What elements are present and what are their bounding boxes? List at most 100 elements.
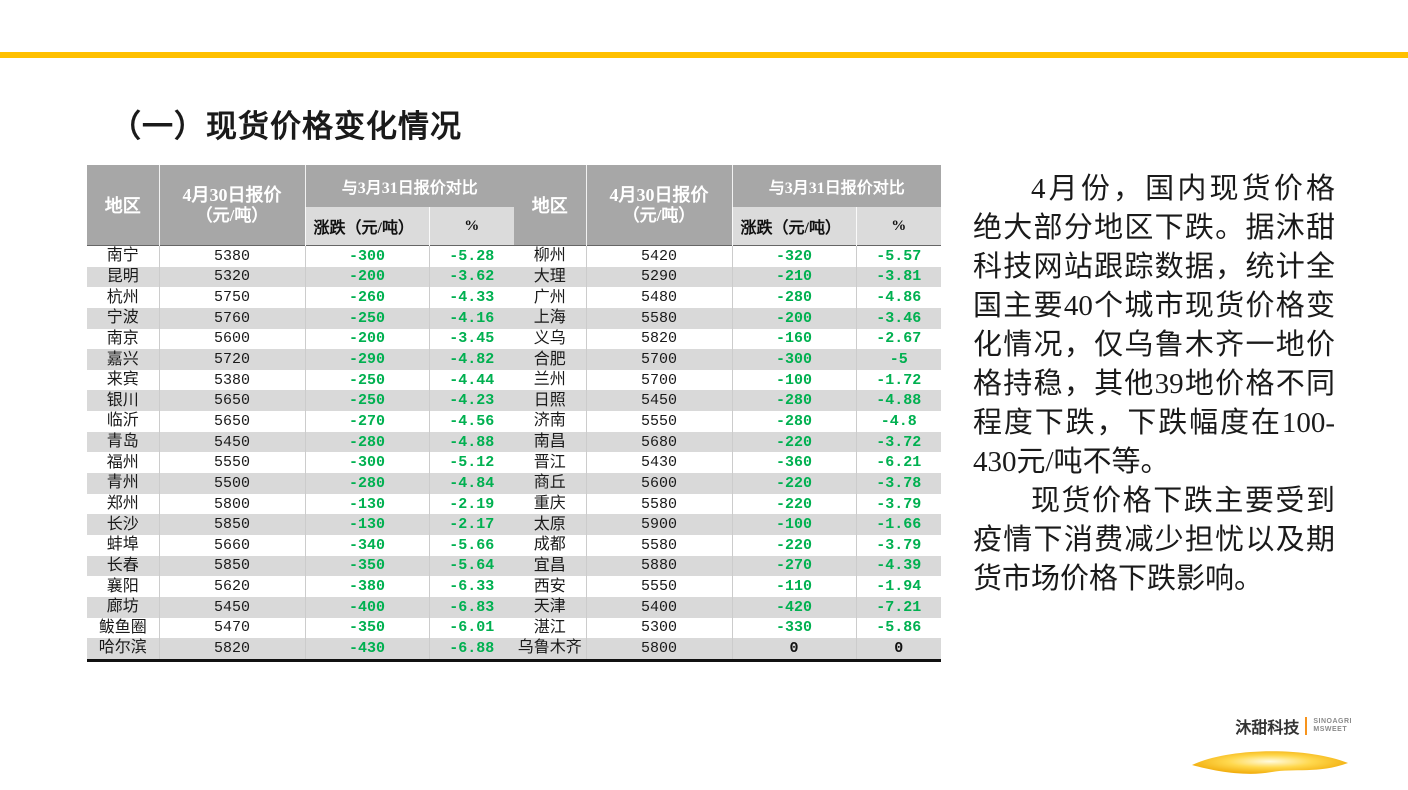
table-row: 蚌埠 5660 -340 -5.66 <box>87 534 514 556</box>
price-cell: 5660 <box>159 534 306 556</box>
commentary-text: 4月份，国内现货价格绝大部分地区下跌。据沐甜科技网站跟踪数据，统计全国主要40个… <box>973 170 1335 599</box>
change-cell: -280 <box>732 390 857 412</box>
city-cell: 长沙 <box>87 514 160 535</box>
header-region: 地区 <box>514 165 587 246</box>
change-cell: -200 <box>305 328 430 350</box>
pct-cell: -4.56 <box>449 412 495 430</box>
pct-cell: -4.33 <box>449 289 495 307</box>
city-cell: 义乌 <box>514 328 587 350</box>
change-cell: -350 <box>305 555 430 577</box>
pct-cell: -3.78 <box>876 474 922 492</box>
price-cell: 5820 <box>159 638 306 659</box>
table-row: 银川 5650 -250 -4.23 <box>87 390 515 412</box>
price-cell: 5400 <box>586 596 733 618</box>
change-cell: -220 <box>732 493 857 515</box>
price-cell: 5820 <box>586 328 733 350</box>
change-cell: -280 <box>732 287 857 308</box>
pct-cell: -4.82 <box>449 351 495 369</box>
change-cell: -420 <box>732 596 857 618</box>
header-compare: 与3月31日报价对比 <box>732 165 942 207</box>
city-cell: 合肥 <box>514 349 587 370</box>
table-row: 福州 5550 -300 -5.12 <box>87 452 514 474</box>
price-cell: 5290 <box>586 266 733 288</box>
table-row: 襄阳 5620 -380 -6.33 <box>87 576 514 597</box>
price-cell: 5380 <box>159 245 306 267</box>
change-cell: -160 <box>732 328 857 350</box>
price-cell: 5700 <box>586 369 733 391</box>
logo-divider <box>1305 717 1308 735</box>
table-row: 长春 5850 -350 -5.64 <box>87 555 515 577</box>
pct-cell: -3.46 <box>876 309 922 327</box>
city-cell: 福州 <box>87 452 160 474</box>
price-cell: 5320 <box>159 266 306 288</box>
price-cell: 5550 <box>159 452 306 474</box>
pct-cell: -1.94 <box>876 578 922 596</box>
pct-cell: -4.44 <box>449 371 495 389</box>
table-row: 南京 5600 -200 -3.45 <box>87 328 514 350</box>
header-change: 涨跌（元/吨） <box>732 207 857 246</box>
pct-cell: -5.64 <box>449 557 495 575</box>
change-cell: -260 <box>305 287 430 308</box>
pct-cell: -3.45 <box>449 330 495 348</box>
logo-en-line2: MSWEET <box>1313 726 1348 733</box>
city-cell: 临沂 <box>87 411 160 432</box>
change-cell: -110 <box>732 576 857 597</box>
pct-cell: -4.86 <box>876 289 922 307</box>
logo-en-line1: SINOAGRI <box>1313 718 1352 725</box>
price-cell: 5760 <box>159 307 306 329</box>
price-cell: 5600 <box>586 473 733 494</box>
city-cell: 郑州 <box>87 493 160 515</box>
price-table-left: 地区 4月30日报价 （元/吨） 与3月31日报价对比 涨跌（元/吨） % 南宁… <box>87 165 515 659</box>
table-row: 嘉兴 5720 -290 -4.82 <box>87 349 515 370</box>
change-cell: -280 <box>732 411 857 432</box>
change-cell: -320 <box>732 245 857 267</box>
pct-cell: -3.72 <box>876 433 922 451</box>
pct-cell: -5.86 <box>876 619 922 637</box>
table-row: 湛江 5300 -330 -5.86 <box>514 617 941 639</box>
city-cell: 乌鲁木齐 <box>514 638 587 659</box>
pct-cell: -3.62 <box>449 268 495 286</box>
header-price-line1: 4月30日报价 <box>609 184 709 205</box>
change-cell: -300 <box>305 245 430 267</box>
price-cell: 5800 <box>159 493 306 515</box>
change-cell: -220 <box>732 431 857 453</box>
city-cell: 南宁 <box>87 245 160 267</box>
change-cell: -280 <box>305 431 430 453</box>
city-cell: 长春 <box>87 555 160 577</box>
header-change: 涨跌（元/吨） <box>305 207 430 246</box>
pct-cell: -1.72 <box>876 371 922 389</box>
city-cell: 青岛 <box>87 431 160 453</box>
city-cell: 西安 <box>514 576 587 597</box>
change-cell: -220 <box>732 534 857 556</box>
table-row: 鲅鱼圈 5470 -350 -6.01 <box>87 617 514 639</box>
table-row: 合肥 5700 -300 -5 <box>514 349 942 370</box>
pct-cell: -5.28 <box>449 247 495 265</box>
pct-cell: -1.66 <box>876 516 922 534</box>
pct-cell: -4.16 <box>449 309 495 327</box>
price-cell: 5450 <box>586 390 733 412</box>
city-cell: 宁波 <box>87 307 160 329</box>
city-cell: 兰州 <box>514 369 587 391</box>
pct-cell: -4.88 <box>876 392 922 410</box>
city-cell: 重庆 <box>514 493 587 515</box>
city-cell: 杭州 <box>87 287 160 308</box>
pct-cell: -5.12 <box>449 454 495 472</box>
change-cell: -220 <box>732 473 857 494</box>
price-cell: 5650 <box>159 390 306 412</box>
header-price-line1: 4月30日报价 <box>182 184 282 205</box>
change-cell: -200 <box>732 307 857 329</box>
header-price-line2: （元/吨） <box>195 205 269 225</box>
table-row: 商丘 5600 -220 -3.78 <box>514 473 942 494</box>
pct-cell: -5.57 <box>876 247 922 265</box>
price-cell: 5380 <box>159 369 306 391</box>
change-cell: -250 <box>305 390 430 412</box>
change-cell: -280 <box>305 473 430 494</box>
change-cell: -270 <box>732 555 857 577</box>
city-cell: 晋江 <box>514 452 587 474</box>
price-cell: 5480 <box>586 287 733 308</box>
pct-cell: -4.39 <box>876 557 922 575</box>
table-row: 上海 5580 -200 -3.46 <box>514 307 942 329</box>
change-cell: -380 <box>305 576 430 597</box>
table-row: 杭州 5750 -260 -4.33 <box>87 287 514 308</box>
price-cell: 5500 <box>159 473 306 494</box>
